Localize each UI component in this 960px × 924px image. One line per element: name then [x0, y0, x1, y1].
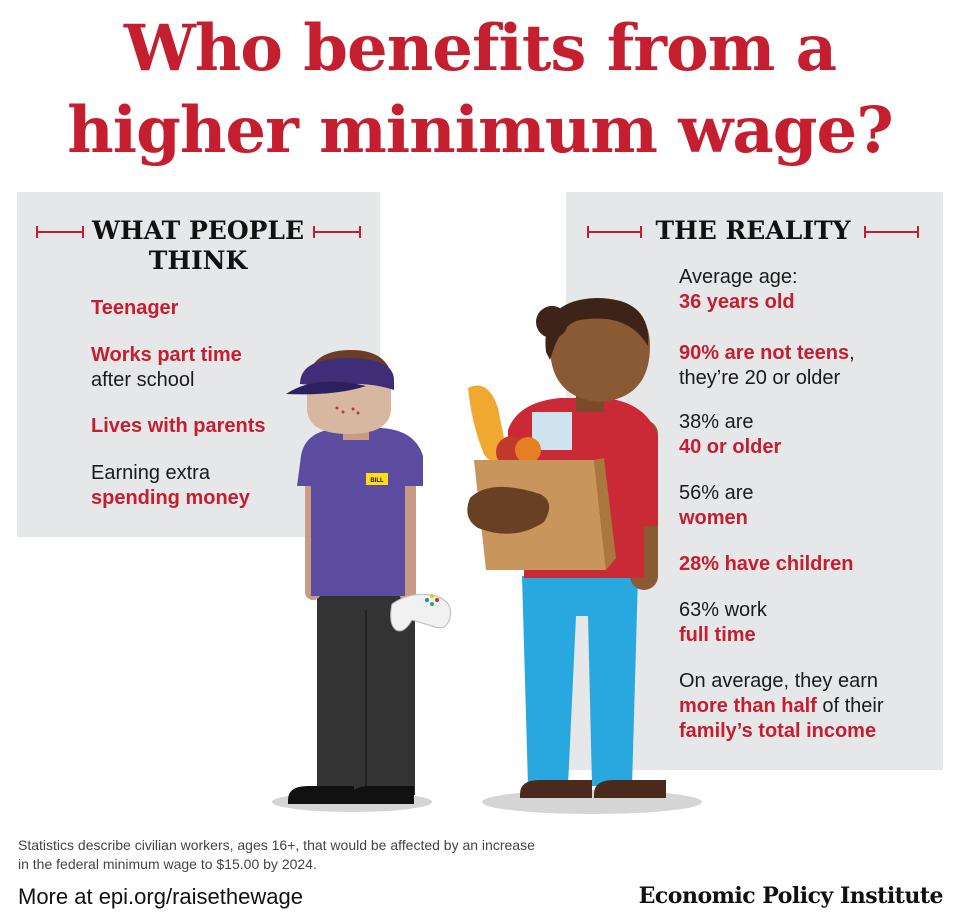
- list-item: 63% work full time: [679, 599, 767, 646]
- list-item: 90% are not teens, they’re 20 or older: [679, 342, 855, 389]
- teen-shoe-left: [288, 786, 354, 804]
- worker-hand: [467, 486, 550, 534]
- list-item: 38% are 40 or older: [679, 411, 782, 458]
- worker-face: [550, 302, 650, 402]
- worker-pants: [522, 576, 638, 786]
- orange: [515, 437, 541, 463]
- more-link[interactable]: More at epi.org/raisethewage: [18, 884, 303, 909]
- heading-rule-left: [587, 226, 642, 238]
- game-controller-icon: [390, 593, 452, 632]
- epi-logo: Economic Policy Institute: [638, 883, 944, 909]
- worker-hair-bun: [536, 306, 568, 338]
- worker-shoe-left: [520, 780, 592, 798]
- panel-heading: WHAT PEOPLE THINK: [91, 216, 305, 275]
- footnote: Statistics describe civilian workers, ag…: [18, 837, 535, 872]
- name-tag: [366, 473, 388, 485]
- list-item: 28% have children: [679, 553, 854, 575]
- worker-shoe-right: [594, 780, 666, 798]
- title-line-2: higher minimum wage?: [67, 93, 893, 168]
- worker-figure: [467, 298, 702, 814]
- baguette: [468, 385, 508, 463]
- list-item: Teenager: [91, 297, 179, 319]
- teen-figure: BILL: [272, 350, 452, 812]
- teen-shoe-right: [350, 786, 414, 804]
- list-item: On average, they earn more than half of …: [679, 670, 884, 742]
- list-item: Works part time after school: [91, 344, 242, 391]
- worker-hair: [545, 298, 649, 360]
- list-item: Earning extra spending money: [91, 462, 250, 509]
- teen-visor-brim: [286, 381, 366, 395]
- list-item: 56% are women: [679, 482, 754, 529]
- heading-rule-right: [864, 226, 919, 238]
- list-item: Average age: 36 years old: [679, 266, 798, 313]
- page-title: Who benefits from a higher minimum wage?: [0, 8, 960, 172]
- list-item: Lives with parents: [91, 415, 266, 437]
- name-tag-text: BILL: [370, 478, 384, 484]
- heading-rule-right: [313, 226, 361, 238]
- panel-heading: THE REALITY: [655, 216, 851, 245]
- title-line-1: Who benefits from a: [123, 11, 837, 86]
- heading-rule-left: [36, 226, 84, 238]
- teen-shirt: [297, 428, 423, 596]
